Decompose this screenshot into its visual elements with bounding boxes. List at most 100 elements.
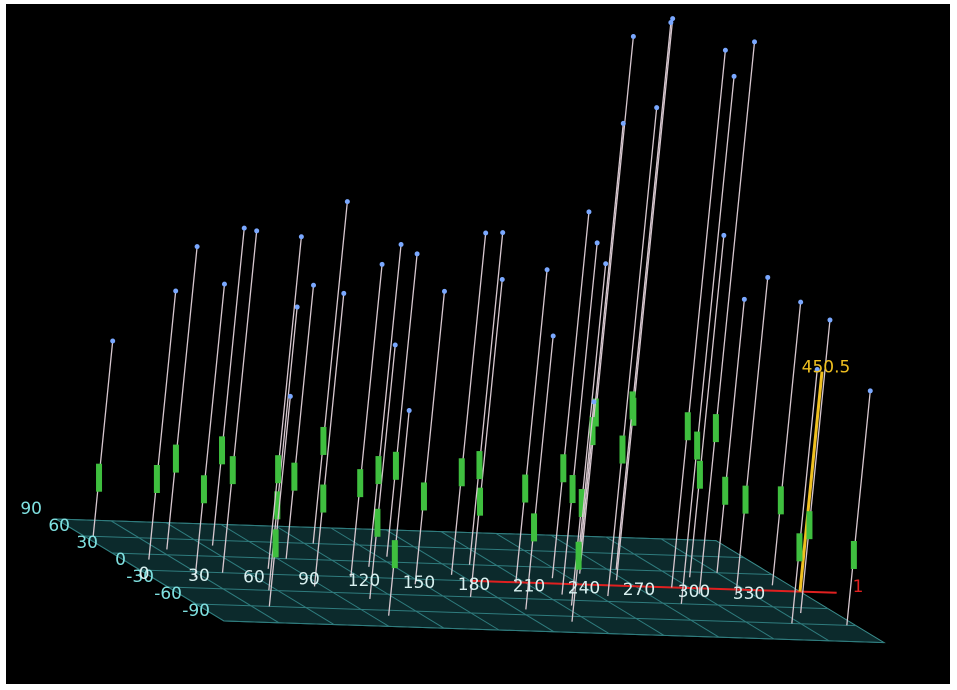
- spike: [194, 284, 226, 578]
- spike-tip: [298, 234, 304, 240]
- spike-tip: [867, 388, 873, 394]
- spike-tip: [254, 228, 260, 234]
- spike: [313, 293, 345, 587]
- spike-tip: [741, 296, 747, 302]
- spike: [615, 22, 672, 570]
- spike: [414, 291, 446, 585]
- spike: [388, 410, 410, 616]
- spike-marker: [229, 456, 236, 485]
- spike: [386, 253, 418, 557]
- spike: [716, 299, 745, 573]
- spike-marker: [569, 475, 576, 504]
- spike-tip: [814, 367, 820, 373]
- spike-marker: [806, 511, 813, 540]
- spike-tip: [221, 281, 227, 287]
- spike-tip: [241, 225, 247, 231]
- spike: [680, 76, 735, 604]
- spike: [615, 18, 674, 581]
- x-tick-label: 0: [139, 564, 150, 584]
- spike-marker: [458, 458, 465, 487]
- spike-tip: [294, 304, 300, 310]
- x-tick-label: 120: [348, 571, 380, 591]
- spike-tip: [414, 251, 420, 257]
- spike: [578, 123, 624, 563]
- spike-tip: [406, 408, 412, 414]
- spike-marker: [578, 489, 585, 518]
- spike-tip: [670, 16, 676, 22]
- axis-annotation: 1: [853, 577, 864, 597]
- spike-marker: [272, 529, 279, 558]
- spike-marker: [320, 426, 327, 455]
- spike-marker: [275, 455, 282, 484]
- spike: [771, 302, 802, 586]
- spike: [671, 50, 727, 588]
- spike: [267, 236, 303, 569]
- spike: [450, 232, 487, 575]
- spike: [698, 41, 756, 594]
- base-plane: [54, 371, 886, 644]
- spike-tip: [827, 317, 833, 323]
- spike-tip: [287, 393, 293, 399]
- spike-marker: [96, 463, 103, 492]
- spike: [571, 401, 595, 622]
- spike-tip: [499, 276, 505, 282]
- spike: [211, 228, 245, 546]
- spike-marker: [200, 475, 207, 504]
- z-axis-line: [798, 371, 824, 592]
- spike-marker: [476, 451, 483, 480]
- spike: [369, 344, 396, 600]
- spike: [166, 246, 198, 550]
- spike: [468, 232, 504, 565]
- y-tick-label: 30: [76, 533, 98, 553]
- spike-tip: [798, 299, 804, 305]
- grid-line: [275, 525, 445, 629]
- spike-tip: [594, 240, 600, 246]
- spike: [148, 290, 177, 560]
- spike-marker: [219, 436, 226, 465]
- y-tick-label: -60: [154, 584, 182, 604]
- spike-marker: [274, 491, 281, 520]
- spike-tip: [392, 342, 398, 348]
- spike-tip: [620, 120, 626, 126]
- spike-marker: [420, 482, 427, 511]
- spike: [579, 36, 635, 574]
- spike-tip: [194, 244, 200, 250]
- spike-marker: [375, 456, 382, 485]
- spike: [561, 242, 598, 595]
- x-tick-label: 270: [623, 580, 655, 600]
- spike-marker: [777, 486, 784, 515]
- grid-line: [330, 527, 500, 631]
- x-axis-line: [469, 579, 837, 594]
- grid-line: [165, 522, 335, 626]
- spike-tip: [765, 274, 771, 280]
- spike-tip: [398, 241, 404, 247]
- spike-tip: [550, 333, 556, 339]
- spike-marker: [592, 398, 599, 427]
- spike-marker: [742, 485, 749, 514]
- spike-tip: [591, 399, 597, 405]
- x-tick-label: 30: [188, 566, 210, 586]
- spike-marker: [560, 454, 567, 483]
- spike-tip: [721, 232, 727, 238]
- spike-marker: [357, 469, 364, 498]
- spike-marker: [575, 541, 582, 570]
- x-tick-label: 180: [458, 575, 490, 595]
- y-tick-label: 90: [20, 499, 42, 519]
- spike: [285, 285, 315, 559]
- spike-tip: [441, 288, 447, 294]
- spike: [689, 235, 725, 578]
- spike-marker: [392, 451, 399, 480]
- grid-line: [110, 520, 280, 624]
- spike: [350, 264, 383, 577]
- spike-marker: [850, 540, 857, 569]
- spike-marker: [796, 533, 803, 562]
- spikes: [92, 16, 873, 626]
- spike: [735, 277, 769, 595]
- spike-tip: [654, 105, 660, 111]
- spike: [551, 211, 590, 579]
- spike-marker: [619, 435, 626, 464]
- spike: [469, 279, 503, 597]
